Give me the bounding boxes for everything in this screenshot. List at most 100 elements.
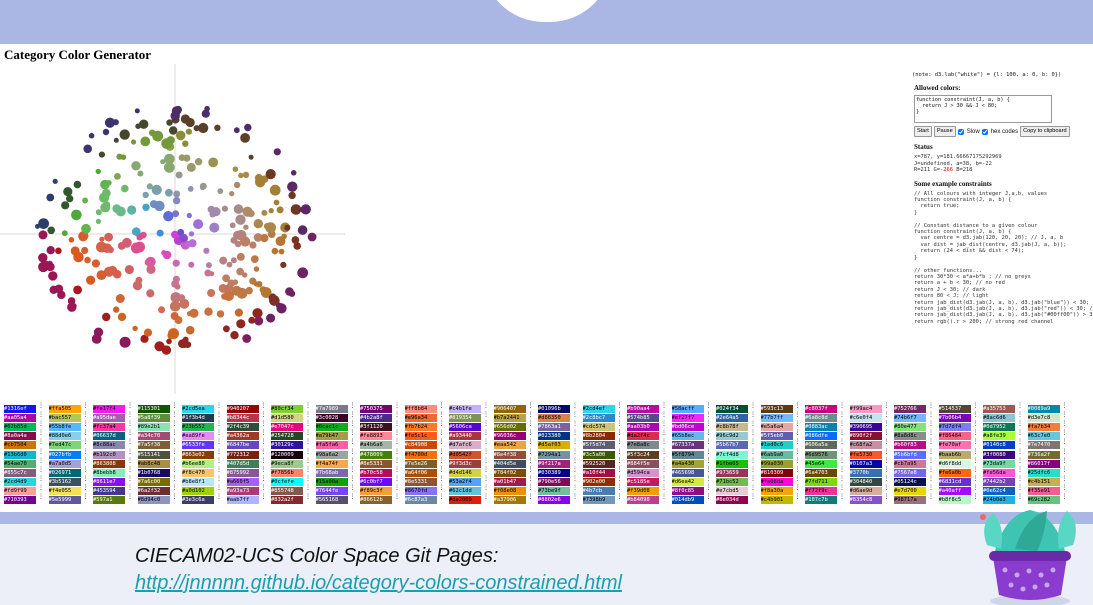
color-swatch[interactable]: #465698 [671, 468, 704, 477]
color-swatch[interactable]: #2c8bc7 [582, 414, 615, 423]
color-swatch[interactable]: #ffa505 [48, 405, 81, 413]
color-swatch[interactable]: #5b6bfd [894, 450, 926, 459]
color-swatch[interactable]: #f8a30a [760, 486, 793, 495]
color-swatch[interactable]: #014db9 [671, 496, 704, 504]
color-swatch[interactable]: #62c1dd [449, 486, 481, 495]
color-swatch[interactable]: #fe70af [938, 441, 971, 450]
color-swatch[interactable]: #55b8fe [48, 423, 81, 432]
color-swatch[interactable]: #e7d700 [894, 486, 926, 495]
color-swatch[interactable]: #f4700d [404, 450, 437, 459]
color-swatch[interactable]: #b7a2441 [493, 414, 526, 423]
color-swatch[interactable]: #656d02 [493, 423, 526, 432]
color-swatch[interactable]: #a37906 [493, 496, 526, 504]
color-swatch[interactable]: #1f3b4d [182, 414, 214, 423]
color-swatch[interactable]: #f4a74f [315, 459, 348, 468]
color-swatch[interactable]: #fe56da [983, 468, 1015, 477]
color-swatch[interactable]: #750375 [360, 405, 392, 413]
color-swatch[interactable]: #606a5a [805, 441, 837, 450]
color-swatch[interactable]: #407d5d [226, 459, 259, 468]
color-swatch[interactable]: #f99ac4 [849, 405, 882, 413]
color-swatch[interactable]: #88d0e6 [48, 432, 81, 441]
color-swatch[interactable]: #a8fe39 [983, 432, 1015, 441]
color-swatch[interactable]: #0cac1c [315, 423, 348, 432]
color-swatch[interactable]: #86612b [360, 496, 392, 504]
color-swatch[interactable]: #0883ac [805, 423, 837, 432]
color-swatch[interactable]: #592520 [582, 459, 615, 468]
color-swatch[interactable]: #940207 [226, 405, 259, 413]
color-swatch[interactable]: #a34c70 [137, 432, 170, 441]
color-swatch[interactable]: #c5185e [627, 477, 659, 486]
color-swatch[interactable]: #99a030 [760, 459, 793, 468]
color-swatch[interactable]: #3770b [849, 468, 882, 477]
color-swatch[interactable]: #6533fe [182, 441, 214, 450]
color-swatch[interactable]: #8a8d8c [894, 432, 926, 441]
color-swatch[interactable]: #3e3c6a [182, 496, 214, 504]
color-swatch[interactable]: #2e64a5 [716, 414, 748, 423]
color-swatch[interactable]: #9f217a [538, 459, 570, 468]
color-swatch[interactable]: #8c88ac [93, 441, 125, 450]
color-swatch[interactable]: #023380 [538, 432, 570, 441]
color-swatch[interactable]: #3f0080 [983, 450, 1015, 459]
color-swatch[interactable]: #f35e91 [1027, 486, 1060, 495]
color-swatch[interactable]: #fc37a4 [93, 423, 125, 432]
color-swatch[interactable]: #2cd4ef [582, 405, 615, 413]
color-swatch[interactable]: #ff8b84 [404, 405, 437, 413]
color-swatch[interactable]: #d6ae9d [849, 486, 882, 495]
color-swatch[interactable]: #c68fa2 [849, 441, 882, 450]
color-swatch[interactable]: #875992 [226, 468, 259, 477]
color-swatch[interactable]: #fe8893 [360, 432, 392, 441]
color-swatch[interactable]: #a0d102 [182, 486, 214, 495]
color-swatch[interactable]: #5f3c24 [627, 450, 659, 459]
color-swatch[interactable]: #c8037f [805, 405, 837, 413]
color-swatch[interactable]: #24b0e3 [983, 496, 1015, 504]
color-swatch[interactable]: #478009 [360, 450, 392, 459]
color-swatch[interactable]: #23b552 [182, 423, 214, 432]
color-swatch[interactable]: #810309 [760, 468, 793, 477]
color-swatch[interactable]: #2cd5ea [182, 405, 214, 413]
color-swatch[interactable]: #a4a430 [671, 459, 704, 468]
color-swatch[interactable]: #7a6c00 [137, 477, 170, 486]
color-swatch[interactable]: #784f02 [493, 468, 526, 477]
color-swatch[interactable]: #a660f5 [226, 477, 259, 486]
color-swatch[interactable]: #fa08da [760, 477, 793, 486]
color-swatch[interactable]: #7567e8 [894, 468, 926, 477]
color-swatch[interactable]: #3f1120 [360, 423, 392, 432]
color-swatch[interactable]: #e96a34 [404, 414, 437, 423]
color-swatch[interactable]: #752766 [894, 405, 926, 413]
color-swatch[interactable]: #da2f4c [627, 432, 659, 441]
color-swatch[interactable]: #863e02 [182, 450, 214, 459]
color-swatch[interactable]: #574b85 [627, 414, 659, 423]
color-swatch[interactable]: #790e56 [538, 477, 570, 486]
color-swatch[interactable]: #1ed0c6 [760, 441, 793, 450]
color-swatch[interactable]: #b6ee80 [182, 459, 214, 468]
color-swatch[interactable]: #f8c470 [182, 468, 214, 477]
color-swatch[interactable]: #1316ef [4, 405, 36, 413]
color-swatch[interactable]: #f86484 [938, 432, 971, 441]
color-swatch[interactable]: #6c0bf7 [360, 477, 392, 486]
color-swatch[interactable]: #d1d580 [271, 414, 303, 423]
color-swatch[interactable]: #855748 [271, 486, 303, 495]
color-swatch[interactable]: #8f0c85 [671, 486, 704, 495]
color-swatch[interactable]: #2f4c39 [226, 423, 259, 432]
color-swatch[interactable]: #05124c [894, 477, 926, 486]
color-swatch[interactable]: #8a0a4a [4, 432, 36, 441]
color-swatch[interactable]: #0107a3 [849, 459, 882, 468]
color-swatch[interactable]: #02b85d [4, 423, 36, 432]
color-swatch[interactable]: #a4b6a6 [360, 441, 392, 450]
color-swatch[interactable]: #5606ca [449, 423, 481, 432]
color-swatch[interactable]: #cb7a95 [894, 459, 926, 468]
color-swatch[interactable]: #45e64 [805, 459, 837, 468]
color-swatch[interactable]: #772312 [226, 450, 259, 459]
color-swatch[interactable]: #8b2804 [582, 432, 615, 441]
color-swatch[interactable]: #01096b [538, 405, 570, 413]
color-swatch[interactable]: #6ab9a0 [760, 450, 793, 459]
color-swatch[interactable]: #ea89fe [182, 432, 214, 441]
color-swatch[interactable]: #026971 [48, 468, 81, 477]
color-swatch[interactable]: #e7047c [271, 423, 303, 432]
color-swatch[interactable]: #65b8ec [671, 432, 704, 441]
color-swatch[interactable]: #aa05a4 [4, 414, 36, 423]
color-swatch[interactable]: #80e477 [894, 423, 926, 432]
color-swatch[interactable]: #74b6f7 [894, 414, 926, 423]
color-swatch[interactable]: #6d9576 [805, 450, 837, 459]
color-swatch[interactable]: #c8b78f [716, 423, 748, 432]
